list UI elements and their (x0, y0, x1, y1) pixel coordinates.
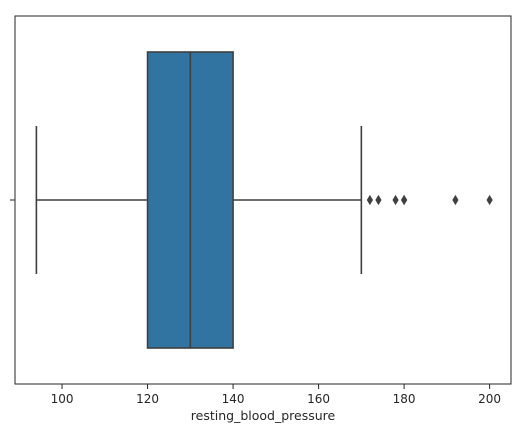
x-axis: 100 120 140 160 180 200 (51, 384, 501, 406)
outlier-point-5 (452, 194, 459, 206)
plot-area (35, 51, 493, 349)
x-tick-label-180: 180 (393, 392, 416, 406)
x-tick-label-140: 140 (222, 392, 245, 406)
outlier-point-0 (366, 194, 373, 206)
outlier-point-1 (375, 194, 382, 206)
x-tick-label-120: 120 (136, 392, 159, 406)
x-axis-label: resting_blood_pressure (191, 408, 336, 423)
x-tick-label-160: 160 (307, 392, 330, 406)
outlier-point-2 (392, 194, 399, 206)
outlier-point-6 (486, 194, 493, 206)
outlier-point-4 (401, 194, 408, 206)
x-tick-label-100: 100 (51, 392, 74, 406)
x-tick-label-200: 200 (478, 392, 501, 406)
